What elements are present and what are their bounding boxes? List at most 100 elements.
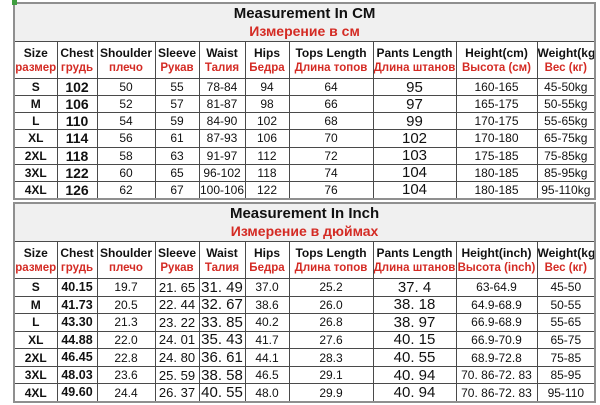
table-cell: 74 [288, 163, 374, 182]
inch-table-title-en: Measurement In Inch [229, 205, 380, 222]
header-label-en: Chest [60, 245, 94, 260]
table-cell: 96-102 [198, 163, 246, 182]
table-cell: 170-180 [455, 129, 538, 148]
table-cell: 61 [154, 129, 200, 148]
table-cell: 97 [372, 95, 457, 114]
header-label-ru: размер [15, 61, 57, 74]
column-header-tops-length: Tops Length Длина топов [288, 241, 374, 279]
table-cell: 98 [244, 95, 290, 114]
header-label-en: Height(inch) [461, 245, 532, 260]
table-cell: 44.1 [244, 348, 290, 367]
table-cell: 40.2 [244, 313, 290, 332]
column-header-size: Size размер [13, 41, 58, 79]
table-row: L 110 54 59 84-90 102 68 99 170-175 55-65kg [13, 112, 596, 131]
header-label-en: Hips [253, 45, 280, 60]
table-cell: 44.88 [56, 330, 98, 350]
table-cell: 19.7 [96, 278, 156, 297]
column-header-weight-kg: Weight(kg) Вес (кг) [536, 241, 596, 279]
table-cell: 27.6 [288, 330, 374, 350]
table-cell: 26.0 [288, 295, 374, 315]
column-header-sleeve: Sleeve Рукав [154, 41, 200, 79]
table-cell: 63-64.9 [455, 278, 538, 297]
table-cell: 160-165 [455, 77, 538, 97]
header-label-en: Hips [253, 245, 280, 260]
table-cell: 68.9-72.8 [455, 348, 538, 367]
table-cell: 33. 85 [198, 313, 246, 332]
header-label-en: Size [23, 45, 48, 60]
table-cell: L [13, 313, 58, 332]
cm-measurement-table: Measurement In CM Измерение в см Size раз… [13, 2, 597, 200]
table-cell: 104 [372, 180, 457, 200]
table-cell: 2XL [13, 348, 58, 367]
table-cell: 37.0 [244, 278, 290, 297]
table-cell: 45-50 [536, 278, 596, 297]
column-header-hips: Hips Бедра [244, 41, 290, 79]
table-cell: 24. 01 [154, 330, 200, 350]
table-row: 4XL 126 62 67 100-106 122 76 104 180-185 95-110kg [13, 180, 596, 200]
table-row: 2XL 118 58 63 91-97 112 72 103 175-185 75-85kg [13, 146, 596, 165]
table-cell: 40. 94 [372, 383, 457, 403]
table-cell: 65 [154, 163, 200, 182]
header-label-ru: грудь [60, 261, 94, 274]
table-cell: 26. 37 [154, 383, 200, 403]
table-cell: 29.9 [288, 383, 374, 403]
header-label-ru: Талия [204, 61, 240, 74]
column-header-size: Size размер [13, 241, 58, 279]
header-label-ru: Длина штанов [373, 261, 456, 274]
table-cell: 43.30 [56, 313, 98, 332]
header-label-ru: Длина топов [294, 61, 368, 74]
table-cell: 50-55kg [536, 95, 596, 114]
table-cell: 56 [96, 129, 156, 148]
table-row: 3XL 48.03 23.6 25. 59 38. 58 46.5 29.1 40. 94 70… [13, 365, 596, 385]
table-cell: 68 [288, 112, 374, 131]
table-cell: 40. 94 [372, 365, 457, 385]
header-label-ru: Вес (кг) [544, 61, 587, 74]
table-cell: 38. 58 [198, 365, 246, 385]
header-label-ru: Длина топов [294, 261, 368, 274]
table-cell: 87-93 [198, 129, 246, 148]
table-row: L 43.30 21.3 23. 22 33. 85 40.2 26.8 38. 97 66.9… [13, 313, 596, 332]
table-cell: L [13, 112, 58, 131]
header-label-en: Tops Length [295, 45, 367, 60]
table-cell: 35. 43 [198, 330, 246, 350]
table-cell: 126 [56, 180, 98, 200]
table-cell: 50 [96, 77, 156, 97]
table-cell: 78-84 [198, 77, 246, 97]
table-cell: 28.3 [288, 348, 374, 367]
header-label-en: Chest [60, 45, 94, 60]
header-label-en: Sleeve [157, 45, 197, 60]
table-cell: 23. 22 [154, 313, 200, 332]
table-cell: 26.8 [288, 313, 374, 332]
table-cell: 81-87 [198, 95, 246, 114]
table-cell: 46.5 [244, 365, 290, 385]
table-cell: 95-110 [536, 383, 596, 403]
table-row: 4XL 49.60 24.4 26. 37 40. 55 48.0 29.9 40. 94 70… [13, 383, 596, 403]
header-label-en: Size [23, 245, 48, 260]
table-cell: 21.3 [96, 313, 156, 332]
table-cell: 4XL [13, 180, 58, 200]
header-label-en: Waist [206, 45, 238, 60]
table-cell: 122 [244, 180, 290, 200]
header-label-ru: Бедра [249, 261, 285, 274]
cm-table-body: S 102 50 55 78-84 94 64 95 160-165 45-50kg M 106 52 5… [13, 77, 596, 200]
column-header-pants-length: Pants Length Длина штанов [372, 241, 457, 279]
table-cell: 76 [288, 180, 374, 200]
table-cell: 58 [96, 146, 156, 165]
green-artifact-mark [12, 0, 17, 5]
table-cell: 22. 44 [154, 295, 200, 315]
table-cell: 64 [288, 77, 374, 97]
table-cell: 106 [244, 129, 290, 148]
inch-column-header-row: Size размер Chest грудь Shoulder плечо Sleeve Р… [13, 241, 596, 279]
table-cell: 66.9-70.9 [455, 330, 538, 350]
table-cell: 52 [96, 95, 156, 114]
column-header-sleeve: Sleeve Рукав [154, 241, 200, 279]
table-cell: 103 [372, 146, 457, 165]
header-label-en: Weight(kg) [537, 45, 596, 60]
header-label-ru: Рукав [160, 261, 194, 274]
table-cell: XL [13, 330, 58, 350]
column-header-shoulder: Shoulder плечо [96, 241, 156, 279]
header-label-en: Waist [206, 245, 238, 260]
table-cell: 75-85kg [536, 146, 596, 165]
header-label-ru: плечо [109, 61, 143, 74]
